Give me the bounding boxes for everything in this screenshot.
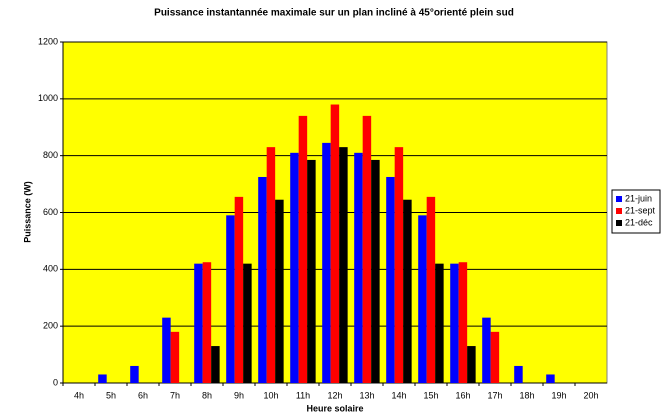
bar — [403, 199, 412, 383]
bar — [234, 196, 244, 383]
bar — [339, 147, 348, 383]
bar — [211, 346, 220, 383]
bar — [482, 317, 491, 383]
bar — [258, 176, 267, 383]
legend-swatch — [616, 208, 622, 214]
x-tick-label: 15h — [423, 390, 438, 400]
legend-label: 21-juin — [625, 193, 652, 203]
bar — [322, 142, 331, 383]
x-tick-label: 12h — [327, 390, 342, 400]
x-tick-label: 7h — [170, 390, 180, 400]
x-axis-label: Heure solaire — [306, 403, 363, 413]
y-tick-label: 800 — [43, 150, 58, 160]
y-tick-label: 1200 — [38, 36, 58, 46]
legend-label: 21-sept — [625, 205, 656, 215]
bar — [426, 196, 436, 383]
legend-swatch — [616, 196, 622, 202]
y-tick-label: 600 — [43, 207, 58, 217]
bar — [386, 176, 395, 383]
x-tick-label: 11h — [296, 390, 310, 400]
bar — [226, 215, 235, 383]
bar — [514, 365, 523, 383]
bar — [307, 159, 316, 383]
x-tick-label: 9h — [234, 390, 244, 400]
bar — [170, 331, 180, 383]
bar — [290, 152, 299, 383]
bar — [354, 152, 363, 383]
bar — [467, 346, 476, 383]
bar — [202, 262, 212, 383]
x-tick-label: 13h — [359, 390, 374, 400]
x-tick-label: 20h — [583, 390, 598, 400]
x-tick-label: 17h — [487, 390, 502, 400]
bar — [490, 331, 500, 383]
bar — [371, 159, 380, 383]
bar — [194, 263, 203, 383]
bar — [330, 104, 340, 384]
bar — [546, 374, 555, 383]
x-tick-label: 8h — [202, 390, 212, 400]
bar — [162, 317, 171, 383]
bar — [130, 365, 139, 383]
x-tick-label: 6h — [138, 390, 148, 400]
x-tick-label: 5h — [106, 390, 116, 400]
chart-title: Puissance instantannée maximale sur un p… — [154, 8, 514, 19]
legend-swatch — [616, 220, 622, 226]
x-tick-label: 10h — [263, 390, 278, 400]
bar — [275, 199, 284, 383]
x-tick-label: 19h — [551, 390, 566, 400]
legend-label: 21-déc — [625, 217, 653, 227]
y-tick-label: 0 — [53, 377, 58, 387]
x-tick-label: 4h — [74, 390, 84, 400]
y-tick-label: 200 — [43, 321, 58, 331]
bar — [418, 215, 427, 383]
x-tick-label: 18h — [519, 390, 534, 400]
bar — [298, 115, 308, 383]
bar — [394, 147, 404, 383]
y-axis-label: Puissance (W) — [22, 181, 32, 243]
x-tick-label: 14h — [391, 390, 406, 400]
bar — [362, 115, 372, 383]
x-tick-label: 16h — [455, 390, 470, 400]
bar — [243, 263, 252, 383]
bar — [435, 263, 444, 383]
bar — [266, 147, 276, 383]
bar — [450, 263, 459, 383]
y-tick-label: 400 — [43, 264, 58, 274]
bar — [98, 374, 107, 383]
bar — [458, 262, 468, 383]
y-tick-label: 1000 — [38, 93, 58, 103]
